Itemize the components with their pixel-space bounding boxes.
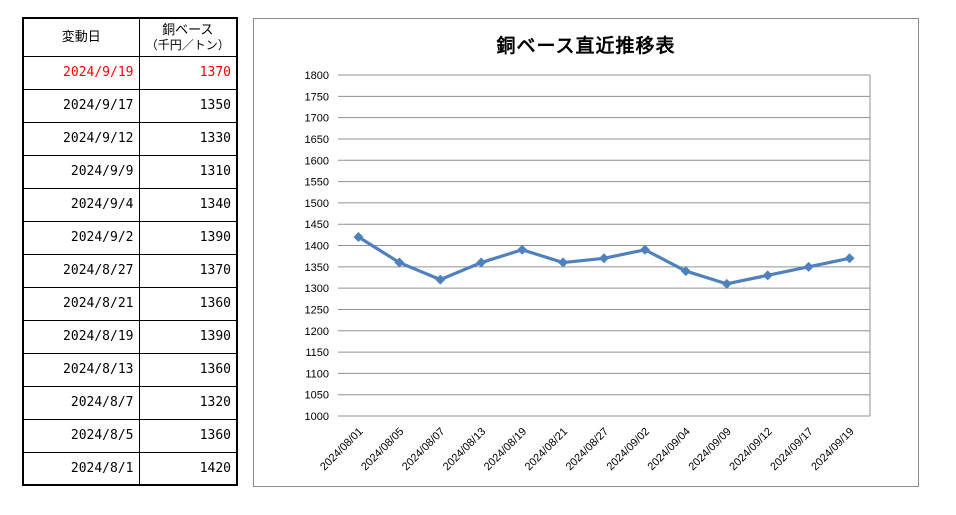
chart-title[interactable]: 銅ベース直近推移表: [496, 36, 676, 57]
data-point-marker[interactable]: [558, 257, 569, 268]
price-table-row: 2024/8/5 1360: [22, 418, 238, 453]
price-column-header-line2: （千円／トン）: [145, 37, 230, 52]
price-cell[interactable]: 1390: [138, 220, 238, 255]
y-axis-tick-label: 1750: [305, 91, 329, 103]
price-table-row: 2024/8/13 1360: [22, 352, 238, 387]
data-point-marker[interactable]: [803, 261, 814, 272]
price-column-header-line1: 銅ベース: [162, 21, 214, 37]
price-table-row: 2024/8/19 1390: [22, 319, 238, 354]
x-axis-tick-label: 2024/08/07: [400, 426, 447, 473]
y-axis-tick-label: 1300: [305, 283, 329, 295]
y-axis-tick-label: 1100: [305, 368, 329, 380]
price-table-row: 2024/9/19 1370: [22, 55, 238, 90]
date-cell[interactable]: 2024/8/27: [22, 253, 140, 288]
data-point-marker[interactable]: [435, 274, 446, 285]
data-point-marker[interactable]: [353, 231, 364, 242]
date-cell[interactable]: 2024/9/4: [22, 187, 140, 222]
x-axis-tick-label: 2024/09/12: [727, 426, 774, 473]
x-axis-tick-label: 2024/09/09: [686, 426, 733, 473]
copper-trend-chart[interactable]: 銅ベース直近推移表 1000 1050 1100 1150 1200 1250 1300 13…: [253, 18, 919, 487]
data-point-marker[interactable]: [721, 278, 732, 289]
price-table-row: 2024/9/9 1310: [22, 154, 238, 189]
x-axis-tick-label: 2024/08/27: [564, 426, 611, 473]
date-cell[interactable]: 2024/8/7: [22, 385, 140, 420]
price-table-row: 2024/8/27 1370: [22, 253, 238, 288]
date-cell[interactable]: 2024/9/19: [22, 55, 140, 90]
data-point-marker[interactable]: [680, 266, 691, 277]
y-axis-tick-label: 1550: [305, 177, 329, 189]
x-axis-tick-label: 2024/08/13: [441, 426, 488, 473]
data-point-marker[interactable]: [762, 270, 773, 281]
price-table-header-row: 変動日 銅ベース （千円／トン）: [22, 17, 238, 57]
y-axis-tick-label: 1650: [305, 134, 329, 146]
price-cell[interactable]: 1350: [138, 88, 238, 123]
price-table-row: 2024/9/17 1350: [22, 88, 238, 123]
price-cell[interactable]: 1370: [138, 55, 238, 90]
x-axis-tick-label: 2024/09/17: [768, 426, 815, 473]
y-axis-tick-label: 1450: [305, 219, 329, 231]
price-cell[interactable]: 1340: [138, 187, 238, 222]
date-cell[interactable]: 2024/9/2: [22, 220, 140, 255]
y-axis-tick-label: 1200: [305, 326, 329, 338]
date-cell[interactable]: 2024/8/13: [22, 352, 140, 387]
price-column-header[interactable]: 銅ベース （千円／トン）: [138, 17, 238, 57]
data-point-marker[interactable]: [599, 253, 609, 264]
price-table-row: 2024/9/2 1390: [22, 220, 238, 255]
x-axis-tick-label: 2024/08/05: [359, 426, 406, 473]
y-axis-tick-label: 1800: [305, 70, 329, 82]
price-cell[interactable]: 1360: [138, 418, 238, 453]
y-axis-tick-label: 1000: [305, 411, 329, 423]
x-axis-tick-label: 2024/09/04: [646, 426, 693, 473]
data-point-marker[interactable]: [844, 253, 855, 264]
y-axis-tick-label: 1500: [305, 198, 329, 210]
price-cell[interactable]: 1360: [138, 286, 238, 321]
x-axis-tick-label: 2024/08/21: [523, 426, 570, 473]
y-axis-tick-label: 1050: [305, 390, 329, 402]
y-axis-tick-label: 1600: [305, 155, 329, 167]
price-table-row: 2024/8/1 1420: [22, 451, 238, 486]
date-cell[interactable]: 2024/9/12: [22, 121, 140, 156]
date-column-header[interactable]: 変動日: [22, 17, 140, 57]
x-axis-tick-label: 2024/08/01: [318, 426, 365, 473]
y-axis-tick-label: 1150: [305, 347, 329, 359]
price-cell[interactable]: 1320: [138, 385, 238, 420]
price-cell[interactable]: 1360: [138, 352, 238, 387]
y-axis-tick-label: 1700: [305, 113, 329, 125]
chart-plot-area: 1000 1050 1100 1150 1200 1250 1300 1350 1400 1450…: [305, 70, 871, 473]
price-cell[interactable]: 1370: [138, 253, 238, 288]
date-cell[interactable]: 2024/9/9: [22, 154, 140, 189]
price-table-row: 2024/9/4 1340: [22, 187, 238, 222]
price-table-row: 2024/9/12 1330: [22, 121, 238, 156]
x-axis-tick-label: 2024/09/19: [809, 426, 856, 473]
date-cell[interactable]: 2024/8/1: [22, 451, 140, 486]
y-axis-tick-label: 1350: [305, 262, 329, 274]
price-cell[interactable]: 1420: [138, 451, 238, 486]
price-table-row: 2024/8/7 1320: [22, 385, 238, 420]
date-cell[interactable]: 2024/8/19: [22, 319, 140, 354]
date-cell[interactable]: 2024/9/17: [22, 88, 140, 123]
data-point-marker[interactable]: [476, 257, 487, 268]
data-point-marker[interactable]: [517, 244, 528, 255]
data-point-marker[interactable]: [394, 257, 405, 268]
y-axis-tick-label: 1250: [305, 304, 329, 316]
x-axis-tick-label: 2024/08/19: [482, 426, 529, 473]
price-cell[interactable]: 1330: [138, 121, 238, 156]
price-table: 変動日 銅ベース （千円／トン） 2024/9/19 1370 2024/9/17 1…: [22, 17, 238, 486]
date-cell[interactable]: 2024/8/21: [22, 286, 140, 321]
data-point-marker[interactable]: [639, 244, 650, 255]
price-table-row: 2024/8/21 1360: [22, 286, 238, 321]
price-table-body: 2024/9/19 1370 2024/9/17 1350 2024/9/12 1330 2…: [22, 55, 238, 486]
x-axis-tick-label: 2024/09/02: [605, 426, 652, 473]
price-cell[interactable]: 1390: [138, 319, 238, 354]
price-cell[interactable]: 1310: [138, 154, 238, 189]
y-axis-tick-label: 1400: [305, 241, 329, 253]
date-cell[interactable]: 2024/8/5: [22, 418, 140, 453]
